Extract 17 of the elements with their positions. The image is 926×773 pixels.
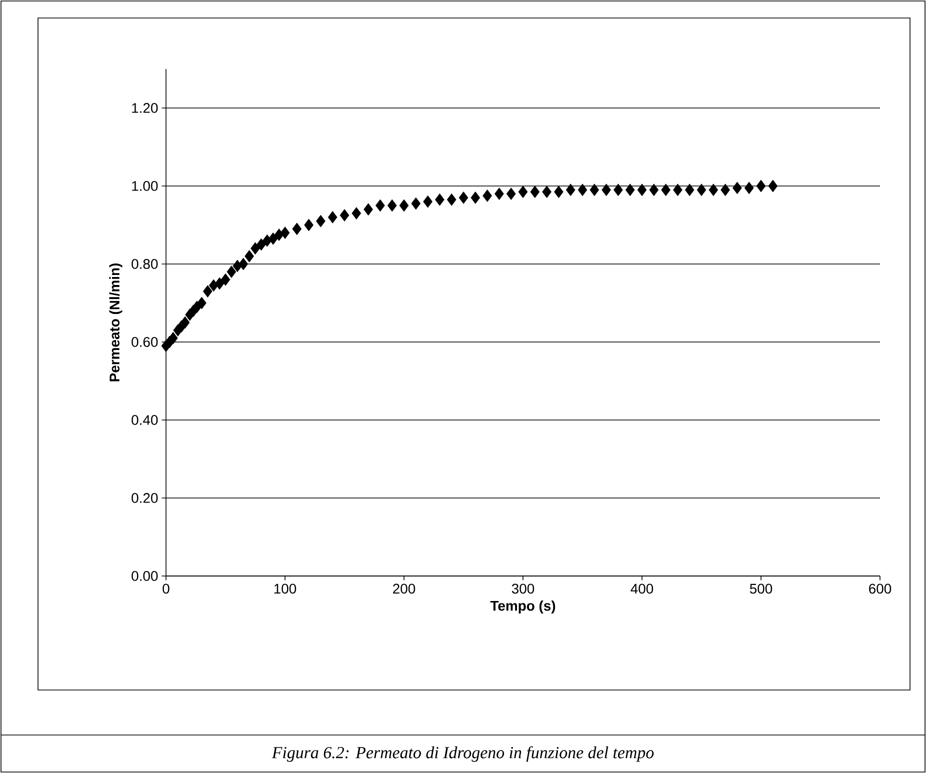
y-tick-label: 1.00	[132, 181, 158, 191]
y-tick-label: 0.60	[132, 337, 158, 347]
y-tick-label: 0.20	[132, 493, 158, 503]
y-tick-label: 1.20	[132, 103, 158, 113]
y-tick-label: 0.00	[132, 571, 158, 581]
x-tick-label: 500	[750, 584, 772, 594]
x-axis-title: Tempo (s)	[490, 600, 556, 614]
x-tick-label: 600	[869, 584, 892, 594]
x-tick-label: 0	[162, 584, 170, 594]
y-axis-title: Permeato (Nl/min)	[109, 264, 122, 382]
y-tick-label: 0.40	[132, 415, 158, 425]
x-tick-label: 300	[512, 584, 534, 594]
text: Figura 6.2: Permeato di Idrogeno in funzione del tempo	[272, 746, 654, 762]
x-tick-label: 400	[630, 584, 654, 594]
y-tick-label: 0.80	[132, 259, 158, 269]
x-tick-label: 200	[393, 584, 416, 594]
x-tick-label: 100	[274, 584, 296, 594]
